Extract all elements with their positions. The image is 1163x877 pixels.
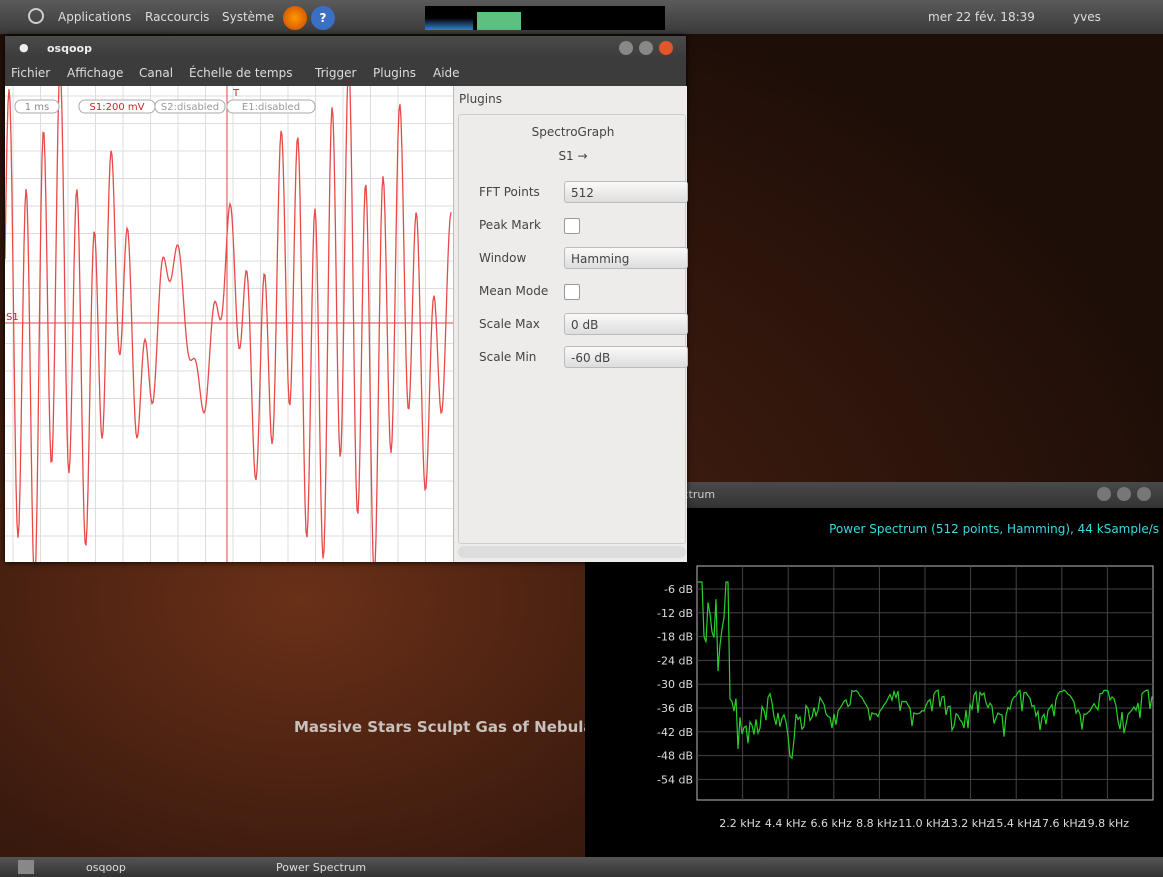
y-tick-label: -36 dB: [657, 702, 693, 715]
x-tick-label: 11.0 kHz: [898, 817, 947, 830]
channel-marker: S1: [6, 312, 19, 323]
plugins-panel: Plugins SpectroGraph S1 → FFT Points 512 P…: [453, 86, 688, 562]
menu-item[interactable]: Plugins: [373, 66, 416, 80]
menu-item[interactable]: Fichier: [11, 66, 51, 80]
window-title: osqoop: [47, 42, 92, 55]
y-tick-label: -30 dB: [657, 678, 693, 691]
y-tick-label: -24 dB: [657, 654, 693, 667]
show-desktop[interactable]: [18, 860, 34, 874]
minimize-button[interactable]: [619, 41, 633, 55]
y-tick-label: -54 dB: [657, 773, 693, 786]
y-tick-label: -48 dB: [657, 750, 693, 763]
ubuntu-logo[interactable]: [28, 8, 44, 24]
field-label: Scale Max: [479, 317, 540, 331]
x-tick-label: 19.8 kHz: [1081, 817, 1130, 830]
x-tick-label: 15.4 kHz: [989, 817, 1038, 830]
spectrum-plot: -6 dB -12 dB -18 dB -24 dB -30 dB -36 dB -42 d…: [657, 565, 1154, 830]
firefox-icon[interactable]: [283, 6, 307, 30]
menu-bar: Fichier Affichage Canal Échelle de temps Tri…: [5, 60, 686, 86]
channel-label: S1:200 mV: [90, 102, 145, 113]
channel-label: S2:disabled: [161, 102, 219, 113]
user-name[interactable]: yves: [1073, 10, 1101, 24]
task-button[interactable]: Power Spectrum: [248, 859, 428, 875]
channel-chip: [14, 99, 60, 114]
menu-item[interactable]: Trigger: [315, 66, 357, 80]
spectrum-header: Power Spectrum (512 points, Hamming), 44…: [829, 522, 1159, 536]
menu-item[interactable]: Affichage: [67, 66, 124, 80]
field-label: FFT Points: [479, 185, 540, 199]
task-label: Power Spectrum: [276, 861, 367, 874]
x-tick-label: 13.2 kHz: [944, 817, 993, 830]
task-label: osqoop: [86, 861, 126, 874]
waveform: [4, 64, 452, 581]
y-tick-label: -12 dB: [657, 607, 693, 620]
trigger-marker: T: [232, 88, 240, 99]
checkbox[interactable]: [564, 218, 580, 234]
clock[interactable]: mer 22 fév. 18:39: [928, 10, 1035, 24]
scope-area: 1 ms S1:200 mV S2:disabled E1:disabled T S1: [4, 64, 453, 581]
top-panel: Applications Raccourcis Système ? mer 22…: [0, 0, 1163, 34]
channel-label: E1:disabled: [242, 102, 300, 113]
channel-chip: [154, 99, 226, 114]
x-tick-label: 8.8 kHz: [856, 817, 898, 830]
menu-item[interactable]: Échelle de temps: [189, 66, 293, 80]
cpu-graph: [425, 6, 473, 30]
field-label: Window: [479, 251, 527, 265]
panel-menu[interactable]: Système: [222, 10, 275, 24]
minimize-button[interactable]: [1097, 487, 1111, 501]
channel-chip: [226, 99, 316, 114]
mem-graph: [477, 12, 521, 30]
help-icon[interactable]: ?: [311, 6, 335, 30]
plugin-name: SpectroGraph: [531, 125, 615, 139]
field-label: Peak Mark: [479, 218, 541, 232]
menu-item[interactable]: Canal: [139, 66, 174, 80]
x-tick-label: 2.2 kHz: [719, 817, 761, 830]
x-tick-label: 6.6 kHz: [810, 817, 852, 830]
close-button[interactable]: [1137, 487, 1151, 501]
taskbar: osqoop Power Spectrum: [0, 857, 1163, 877]
menu-item[interactable]: Aide: [433, 66, 460, 80]
combo-box[interactable]: -60 dB: [564, 346, 688, 368]
y-tick-label: -42 dB: [657, 726, 693, 739]
field-label: Scale Min: [479, 350, 537, 364]
spectrum-window: Power Spectrum Power Spectrum (512 point…: [585, 482, 1163, 857]
spectrum-trace: [698, 581, 1153, 760]
plugin-frame: SpectroGraph S1 → FFT Points 512 Peak Mark…: [458, 114, 688, 544]
osqoop-window: ● osqoop Fichier Affichage Canal Échelle de…: [4, 36, 688, 581]
plugin-input: S1 →: [558, 149, 588, 163]
x-tick-label: 4.4 kHz: [765, 817, 807, 830]
maximize-button[interactable]: [639, 41, 653, 55]
x-tick-label: 17.6 kHz: [1035, 817, 1084, 830]
combo-box[interactable]: Hamming: [564, 247, 688, 269]
field-label: Mean Mode: [479, 284, 549, 298]
scrollbar[interactable]: [458, 546, 686, 558]
panel-header: Plugins: [459, 92, 502, 106]
channel-label: 1 ms: [25, 102, 50, 113]
panel-menu[interactable]: Raccourcis: [145, 10, 210, 24]
title-bar: ● osqoop: [5, 36, 686, 60]
system-monitor: [425, 6, 665, 30]
close-button[interactable]: [659, 41, 673, 55]
wallpaper-caption: Massive Stars Sculpt Gas of Nebula: [294, 718, 594, 736]
panel-menu[interactable]: Applications: [58, 10, 132, 24]
y-tick-label: -6 dB: [664, 583, 693, 596]
task-button[interactable]: osqoop: [58, 859, 238, 875]
combo-box[interactable]: 0 dB: [564, 313, 688, 335]
maximize-button[interactable]: [1117, 487, 1131, 501]
y-tick-label: -18 dB: [657, 631, 693, 644]
checkbox[interactable]: [564, 284, 580, 300]
combo-box[interactable]: 512: [564, 181, 688, 203]
